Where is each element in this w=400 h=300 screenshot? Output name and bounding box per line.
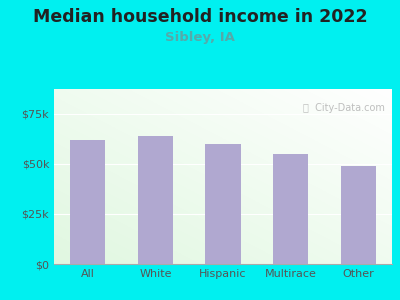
Bar [206, 144, 240, 264]
Bar [341, 166, 376, 264]
Text: Median household income in 2022: Median household income in 2022 [33, 8, 367, 26]
Text: ⓘ  City-Data.com: ⓘ City-Data.com [303, 103, 385, 112]
Bar [70, 140, 105, 264]
Bar [138, 136, 173, 264]
Bar [273, 154, 308, 264]
Text: Sibley, IA: Sibley, IA [165, 32, 235, 44]
